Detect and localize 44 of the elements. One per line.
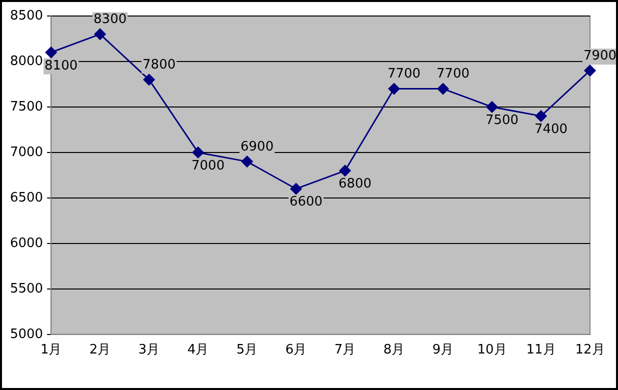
point <box>535 110 547 122</box>
point <box>192 146 204 158</box>
point <box>290 183 302 195</box>
point <box>241 156 253 168</box>
x-tick-label: 5月 <box>236 342 258 358</box>
data-label: 7700 <box>387 66 421 82</box>
point <box>437 83 449 95</box>
y-tick-label: 5500 <box>10 281 44 296</box>
data-label: 8300 <box>94 12 127 28</box>
point <box>339 164 351 176</box>
y-tick-label: 6000 <box>10 236 44 251</box>
data-label: 8100 <box>44 58 78 74</box>
x-tick-label: 9月 <box>432 342 454 358</box>
x-tick-label: 11月 <box>526 342 556 358</box>
data-label: 6800 <box>338 176 372 192</box>
point <box>486 101 498 113</box>
y-tick-label: 7500 <box>10 99 44 114</box>
y-tick-label: 6500 <box>10 190 44 206</box>
x-tick-label: 12月 <box>575 342 605 358</box>
data-label: 6600 <box>290 194 323 210</box>
data-label: 7700 <box>436 66 470 82</box>
x-tick-label: 8月 <box>383 342 405 358</box>
point <box>388 83 400 95</box>
x-tick-label: 10月 <box>477 342 507 358</box>
point <box>584 64 596 76</box>
x-tick-label: 7月 <box>334 342 356 358</box>
x-tick-label: 3月 <box>138 342 160 358</box>
x-tick-label: 2月 <box>89 342 111 358</box>
data-label: 6900 <box>240 139 274 154</box>
data-label: 7900 <box>583 48 617 64</box>
y-tick-label: 8000 <box>10 54 44 69</box>
y-tick-label: 5000 <box>10 326 44 342</box>
data-label: 7000 <box>192 158 225 174</box>
data-label: 7800 <box>142 58 176 73</box>
x-tick-label: 6月 <box>285 342 307 358</box>
data-label: 7400 <box>534 122 568 137</box>
point <box>94 28 106 40</box>
data-label: 7500 <box>485 112 519 128</box>
y-tick-label: 8500 <box>10 8 44 24</box>
x-tick-label: 1月 <box>40 342 62 358</box>
point <box>45 46 57 58</box>
x-tick-label: 4月 <box>187 342 209 358</box>
y-tick-label: 7000 <box>10 144 44 160</box>
point <box>143 74 155 86</box>
